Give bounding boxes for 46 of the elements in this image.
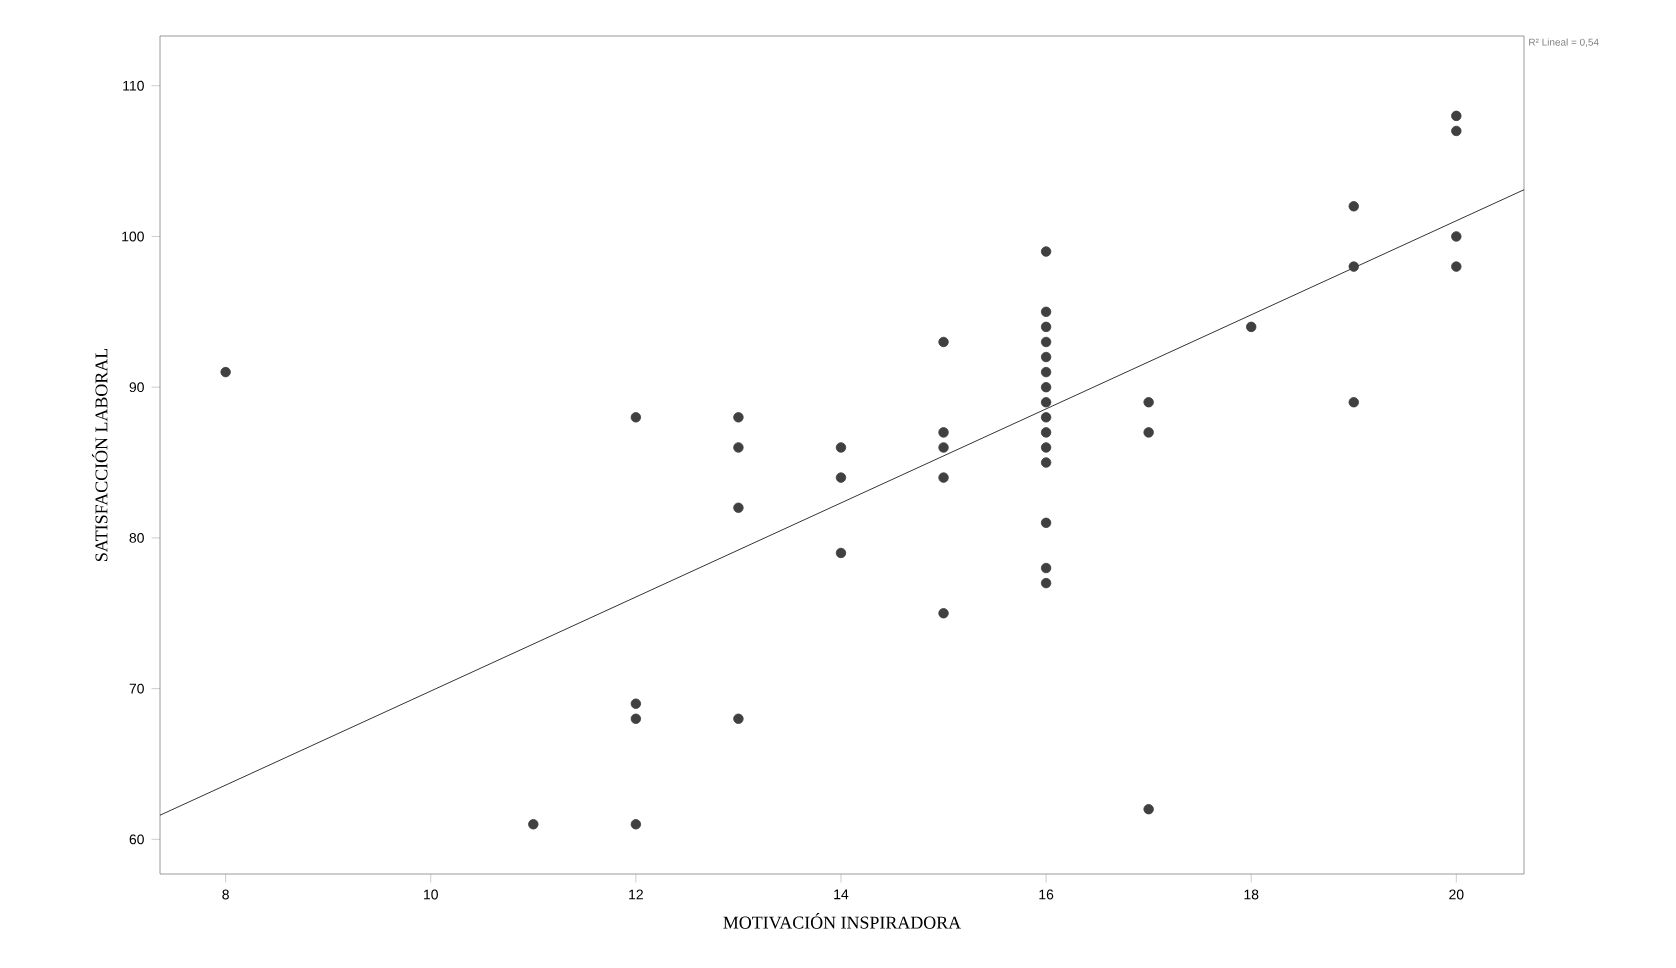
point xyxy=(1451,125,1462,137)
point xyxy=(835,442,847,453)
point xyxy=(938,336,949,348)
point xyxy=(733,442,744,453)
point xyxy=(630,713,642,724)
point xyxy=(1348,261,1359,272)
point xyxy=(1451,110,1462,122)
point xyxy=(733,713,744,724)
point xyxy=(835,472,847,483)
point xyxy=(220,366,231,378)
point xyxy=(1040,306,1052,317)
point xyxy=(1143,397,1154,408)
point xyxy=(1348,397,1359,408)
point xyxy=(1143,804,1154,815)
point xyxy=(1451,231,1462,242)
point xyxy=(835,547,847,559)
point xyxy=(1040,336,1052,348)
point xyxy=(1040,321,1052,333)
point xyxy=(528,819,539,830)
y-axis-title: SATISFACCIÓN LABORAL xyxy=(91,348,108,561)
point xyxy=(1348,201,1359,212)
point xyxy=(938,442,949,453)
point xyxy=(1040,397,1052,408)
point xyxy=(938,608,949,619)
point xyxy=(1040,246,1052,257)
point xyxy=(938,427,949,438)
point xyxy=(938,472,949,483)
point xyxy=(630,412,642,423)
point xyxy=(733,502,744,513)
point xyxy=(1040,517,1052,528)
x-axis-title: MOTIVACIÓN INSPIRADORA xyxy=(723,913,961,929)
point xyxy=(1040,366,1052,378)
point xyxy=(1040,381,1052,393)
point xyxy=(1246,321,1257,333)
point xyxy=(1040,427,1052,438)
point xyxy=(733,412,744,423)
point xyxy=(1040,562,1052,574)
point xyxy=(1040,442,1052,453)
point xyxy=(630,698,642,709)
point xyxy=(1040,577,1052,589)
point xyxy=(1040,412,1052,423)
point xyxy=(1143,427,1154,438)
point xyxy=(1040,351,1052,363)
point xyxy=(1451,261,1462,272)
point xyxy=(1040,457,1052,468)
point xyxy=(630,819,642,830)
